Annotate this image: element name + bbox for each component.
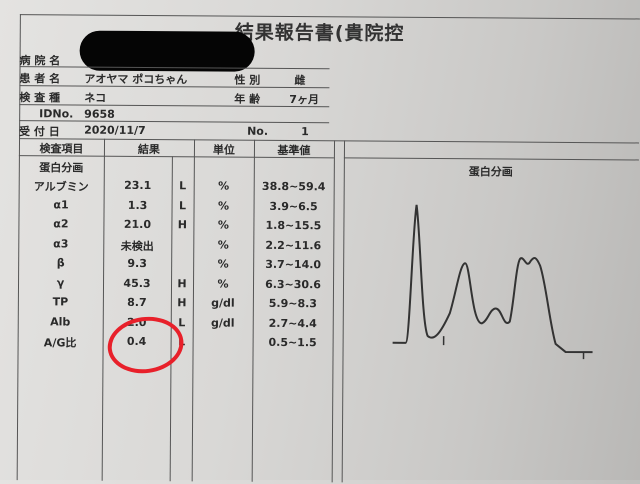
row-unit: %	[193, 257, 253, 270]
row-range: 6.3~30.6	[253, 277, 333, 291]
row-range: 5.9~8.3	[253, 297, 333, 311]
section-label: 蛋白分画	[19, 159, 104, 176]
species-value: ネコ	[84, 90, 106, 106]
row-range: 38.8~59.4	[254, 180, 334, 194]
row-flag: L	[172, 179, 194, 192]
electrophoresis-curve	[377, 193, 608, 365]
row-range: 3.7~14.0	[253, 258, 333, 272]
row-item: α2	[18, 217, 103, 231]
row-result: 未検出	[103, 237, 171, 253]
species-label: 検 査 種	[19, 89, 60, 105]
row-result: 23.1	[104, 179, 172, 192]
row-unit: %	[193, 277, 253, 290]
no-label: No.	[247, 125, 268, 138]
row-range: 0.5~1.5	[253, 336, 333, 350]
no-value: 1	[301, 125, 309, 138]
row-result: 9.3	[103, 257, 171, 270]
row-unit: %	[194, 179, 254, 192]
row-item: α3	[18, 237, 103, 251]
row-unit: g/dl	[193, 296, 253, 309]
row-result: 1.3	[104, 198, 172, 211]
report-title: 結果報告書(貴院控	[235, 18, 405, 46]
row-flag: H	[171, 296, 193, 309]
row-range: 2.7~4.4	[253, 316, 333, 330]
row-item: α1	[19, 198, 104, 212]
row-item: Alb	[18, 315, 103, 329]
row-flag: L	[172, 199, 194, 212]
row-unit: %	[193, 218, 253, 231]
row-result: 21.0	[103, 218, 171, 231]
row-item: A/G比	[18, 334, 103, 351]
row-flag: H	[171, 277, 193, 290]
sex-label: 性 別	[234, 72, 260, 88]
row-flag: H	[171, 218, 193, 231]
id-label: IDNo.	[39, 107, 73, 120]
row-unit: g/dl	[193, 316, 253, 329]
age-value: 7ヶ月	[289, 91, 319, 107]
date-label: 受 付 日	[19, 123, 60, 139]
divider	[344, 157, 639, 160]
header-item: 検査項目	[19, 140, 104, 157]
row-range: 2.2~11.6	[253, 238, 333, 252]
row-unit: %	[193, 238, 253, 251]
date-value: 2020/11/7	[84, 124, 146, 137]
electrophoresis-trace	[393, 205, 594, 352]
header-range: 基準値	[254, 142, 334, 159]
chart-title: 蛋白分画	[469, 163, 513, 179]
redaction-mark	[80, 31, 255, 72]
row-range: 1.8~15.5	[253, 219, 333, 233]
divider	[19, 85, 329, 88]
row-item: TP	[18, 295, 103, 309]
divider	[342, 140, 345, 482]
row-unit: %	[194, 199, 254, 212]
sex-value: 雌	[294, 72, 305, 88]
row-range: 3.9~6.5	[254, 199, 334, 213]
row-item: アルブミン	[19, 178, 104, 195]
row-item: γ	[18, 276, 103, 290]
row-item: β	[18, 256, 103, 270]
patient-label: 患 者 名	[19, 70, 60, 86]
id-value: 9658	[84, 108, 115, 121]
age-label: 年 齢	[234, 91, 260, 107]
header-unit: 単位	[194, 141, 254, 157]
row-result: 45.3	[103, 276, 171, 289]
header-result: 結果	[104, 141, 194, 158]
row-result: 8.7	[103, 296, 171, 309]
divider	[19, 120, 329, 123]
